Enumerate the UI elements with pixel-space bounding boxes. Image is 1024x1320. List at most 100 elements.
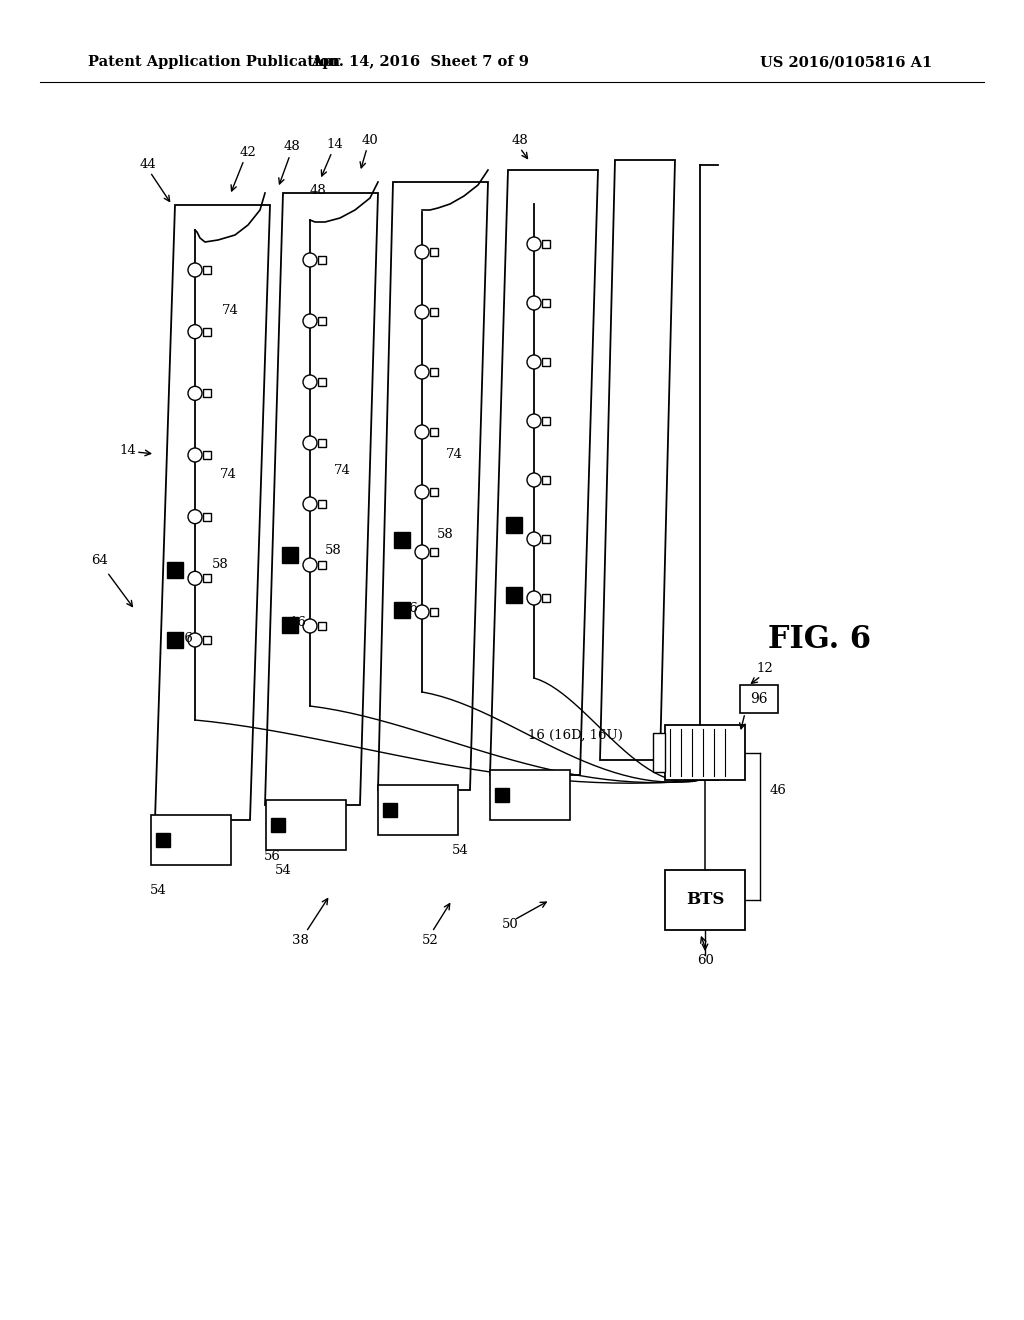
Bar — [653, 733, 665, 772]
Circle shape — [415, 545, 429, 558]
Bar — [542, 477, 550, 484]
Circle shape — [188, 510, 202, 524]
Bar — [430, 609, 438, 616]
Bar — [394, 602, 410, 618]
Circle shape — [303, 253, 317, 267]
Text: 96: 96 — [751, 692, 768, 706]
Text: Apr. 14, 2016  Sheet 7 of 9: Apr. 14, 2016 Sheet 7 of 9 — [311, 55, 529, 69]
Bar — [203, 327, 211, 335]
Bar — [203, 512, 211, 520]
Text: 42: 42 — [240, 145, 256, 158]
Text: 48: 48 — [284, 140, 300, 153]
Bar — [542, 240, 550, 248]
Text: 58: 58 — [325, 544, 341, 557]
Circle shape — [527, 473, 541, 487]
Bar — [317, 500, 326, 508]
Circle shape — [188, 325, 202, 339]
Text: 46: 46 — [770, 784, 786, 796]
Text: 16: 16 — [290, 616, 306, 630]
Bar — [317, 622, 326, 630]
Circle shape — [527, 414, 541, 428]
Circle shape — [188, 634, 202, 647]
Circle shape — [188, 447, 202, 462]
Circle shape — [303, 498, 317, 511]
Text: 58: 58 — [212, 557, 228, 570]
Bar — [506, 587, 522, 603]
Text: FIG. 6: FIG. 6 — [768, 624, 871, 656]
Text: 52: 52 — [422, 933, 438, 946]
Text: 14: 14 — [120, 444, 136, 457]
Circle shape — [303, 314, 317, 327]
Text: 40: 40 — [361, 133, 379, 147]
Bar — [740, 685, 778, 713]
Circle shape — [303, 436, 317, 450]
Bar — [665, 725, 745, 780]
Circle shape — [527, 355, 541, 370]
Bar — [394, 532, 410, 548]
Bar — [490, 770, 570, 820]
Circle shape — [188, 572, 202, 585]
Circle shape — [415, 425, 429, 440]
Bar — [317, 440, 326, 447]
Bar — [203, 389, 211, 397]
Bar — [203, 451, 211, 459]
Text: US 2016/0105816 A1: US 2016/0105816 A1 — [760, 55, 932, 69]
Circle shape — [188, 387, 202, 400]
Text: 74: 74 — [445, 449, 463, 462]
Text: 12: 12 — [757, 661, 773, 675]
Bar — [383, 803, 397, 817]
Bar — [430, 548, 438, 556]
Bar — [430, 248, 438, 256]
Text: 16: 16 — [176, 631, 194, 644]
Circle shape — [527, 532, 541, 546]
Bar — [271, 818, 285, 832]
Bar — [317, 317, 326, 325]
Bar — [495, 788, 509, 803]
Circle shape — [527, 591, 541, 605]
Text: 54: 54 — [150, 883, 166, 896]
Text: 14: 14 — [327, 137, 343, 150]
Text: 56: 56 — [263, 850, 281, 862]
Bar — [156, 833, 170, 847]
Circle shape — [415, 484, 429, 499]
Bar — [378, 785, 458, 836]
Text: 44: 44 — [139, 158, 157, 172]
Bar — [542, 535, 550, 543]
Bar — [151, 814, 231, 865]
Text: 74: 74 — [221, 304, 239, 317]
Circle shape — [303, 558, 317, 572]
Text: 54: 54 — [452, 843, 468, 857]
Text: BTS: BTS — [686, 891, 724, 908]
Bar — [282, 546, 298, 564]
Bar — [266, 800, 346, 850]
Circle shape — [188, 263, 202, 277]
Text: 60: 60 — [697, 953, 715, 966]
Text: 74: 74 — [219, 469, 237, 482]
Bar — [167, 562, 183, 578]
Bar — [317, 256, 326, 264]
Bar — [317, 561, 326, 569]
Bar — [430, 368, 438, 376]
Text: 48: 48 — [309, 183, 327, 197]
Text: 48: 48 — [512, 133, 528, 147]
Bar — [665, 870, 745, 931]
Bar — [430, 488, 438, 496]
Bar — [542, 300, 550, 308]
Text: Patent Application Publication: Patent Application Publication — [88, 55, 340, 69]
Text: 74: 74 — [334, 463, 350, 477]
Circle shape — [415, 305, 429, 319]
Circle shape — [415, 605, 429, 619]
Text: 54: 54 — [274, 863, 292, 876]
Text: 58: 58 — [436, 528, 454, 541]
Bar — [542, 417, 550, 425]
Text: 64: 64 — [91, 553, 109, 566]
Text: 16 (16D, 16U): 16 (16D, 16U) — [527, 729, 623, 742]
Bar — [542, 594, 550, 602]
Circle shape — [527, 296, 541, 310]
Bar — [167, 632, 183, 648]
Bar — [430, 308, 438, 315]
Bar — [203, 574, 211, 582]
Text: 16: 16 — [401, 602, 419, 615]
Circle shape — [527, 238, 541, 251]
Circle shape — [415, 366, 429, 379]
